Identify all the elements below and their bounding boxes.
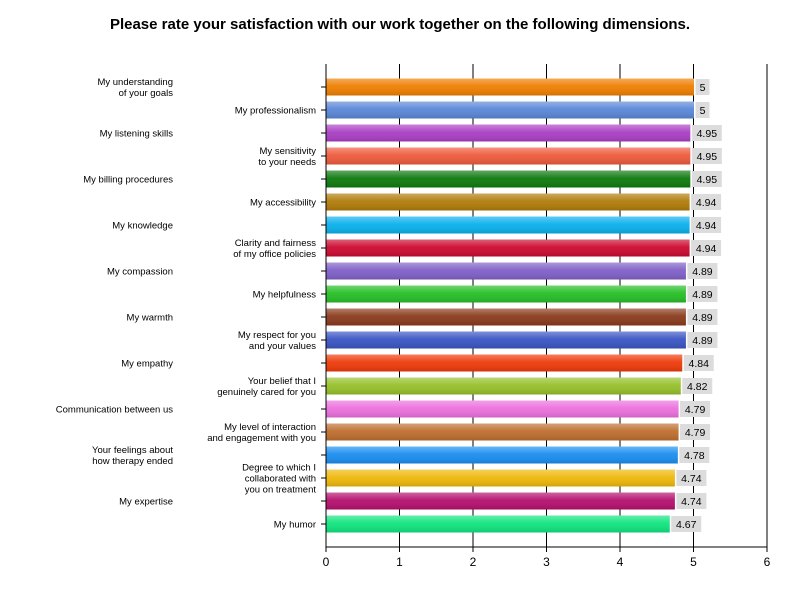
value-label: 4.74 — [681, 496, 702, 508]
value-label-bg — [687, 263, 718, 279]
category-label: My expertise — [119, 497, 173, 508]
value-label: 4.67 — [676, 519, 697, 531]
category-label: My warmth — [127, 313, 173, 324]
value-label: 4.89 — [692, 335, 713, 347]
bar-shading — [326, 216, 690, 234]
category-label: My professionalism — [235, 106, 316, 117]
category-label: Communication between us — [56, 405, 173, 416]
value-label: 4.79 — [685, 404, 706, 416]
bar-shading — [326, 308, 686, 326]
value-label: 4.79 — [685, 427, 706, 439]
bar-shading — [326, 101, 694, 119]
bar-shading — [326, 193, 690, 211]
value-label: 4.94 — [696, 220, 717, 232]
value-label: 4.82 — [687, 381, 708, 393]
value-label-bg — [695, 79, 710, 95]
value-label-bg — [691, 125, 722, 141]
value-label-bg — [676, 470, 707, 486]
category-label: My billing procedures — [83, 175, 173, 186]
bar-shading — [326, 147, 691, 165]
category-label: My respect for you and your values — [238, 330, 316, 352]
value-label-bg — [687, 332, 718, 348]
category-label: My helpfulness — [253, 290, 317, 301]
bar-shading — [326, 124, 691, 142]
value-label-bg — [671, 516, 702, 532]
category-label: Clarity and fairness of my office policie… — [233, 238, 316, 260]
value-label: 5 — [700, 105, 706, 117]
value-label-bg — [687, 286, 718, 302]
category-label: My listening skills — [100, 129, 174, 140]
value-label: 4.74 — [681, 473, 702, 485]
value-label-bg — [691, 194, 722, 210]
bar-shading — [326, 377, 681, 395]
value-label: 4.94 — [696, 243, 717, 255]
value-label-bg — [679, 447, 710, 463]
category-label: My empathy — [121, 359, 173, 370]
category-label: My level of interaction and engagement wi… — [207, 422, 316, 444]
bar-shading — [326, 400, 679, 418]
value-label: 4.95 — [697, 128, 718, 140]
value-label-bg — [687, 309, 718, 325]
bar-shading — [326, 469, 675, 487]
value-label: 4.95 — [697, 151, 718, 163]
x-tick-label: 6 — [764, 555, 771, 569]
x-tick-label: 3 — [543, 555, 550, 569]
value-label-bg — [676, 493, 707, 509]
x-tick-label: 0 — [323, 555, 330, 569]
value-label-bg — [682, 378, 713, 394]
bar-shading — [326, 239, 690, 257]
category-label: My sensitivity to your needs — [258, 146, 316, 168]
chart-title: Please rate your satisfaction with our w… — [109, 16, 691, 33]
value-label: 4.94 — [696, 197, 717, 209]
value-label-bg — [680, 424, 711, 440]
value-label: 4.78 — [684, 450, 705, 462]
value-label-bg — [691, 240, 722, 256]
bar-shading — [326, 515, 670, 533]
category-label: My accessibility — [250, 198, 316, 209]
category-label: My knowledge — [112, 221, 173, 232]
value-label-bg — [695, 102, 710, 118]
value-label-bg — [691, 171, 722, 187]
value-label: 4.89 — [692, 266, 713, 278]
bar-shading — [326, 170, 691, 188]
category-label: My compassion — [107, 267, 173, 278]
value-label: 5 — [700, 82, 706, 94]
value-label-bg — [680, 401, 711, 417]
bar-shading — [326, 285, 686, 303]
value-label-bg — [683, 355, 714, 371]
bar-shading — [326, 262, 686, 280]
bar-shading — [326, 78, 694, 96]
value-label-bg — [691, 148, 722, 164]
bar-shading — [326, 446, 678, 464]
value-label: 4.84 — [689, 358, 710, 370]
x-tick-label: 5 — [690, 555, 697, 569]
value-label: 4.95 — [697, 174, 718, 186]
value-label-bg — [691, 217, 722, 233]
category-label: My understanding of your goals — [97, 77, 173, 99]
x-tick-label: 2 — [470, 555, 477, 569]
bar-shading — [326, 354, 683, 372]
x-tick-label: 1 — [396, 555, 403, 569]
category-label: Your feelings about how therapy ended — [92, 445, 173, 467]
value-label: 4.89 — [692, 312, 713, 324]
bar-shading — [326, 331, 686, 349]
x-tick-label: 4 — [617, 555, 624, 569]
bar-shading — [326, 492, 675, 510]
category-label: My humor — [274, 520, 316, 531]
bar-shading — [326, 423, 679, 441]
value-label: 4.89 — [692, 289, 713, 301]
